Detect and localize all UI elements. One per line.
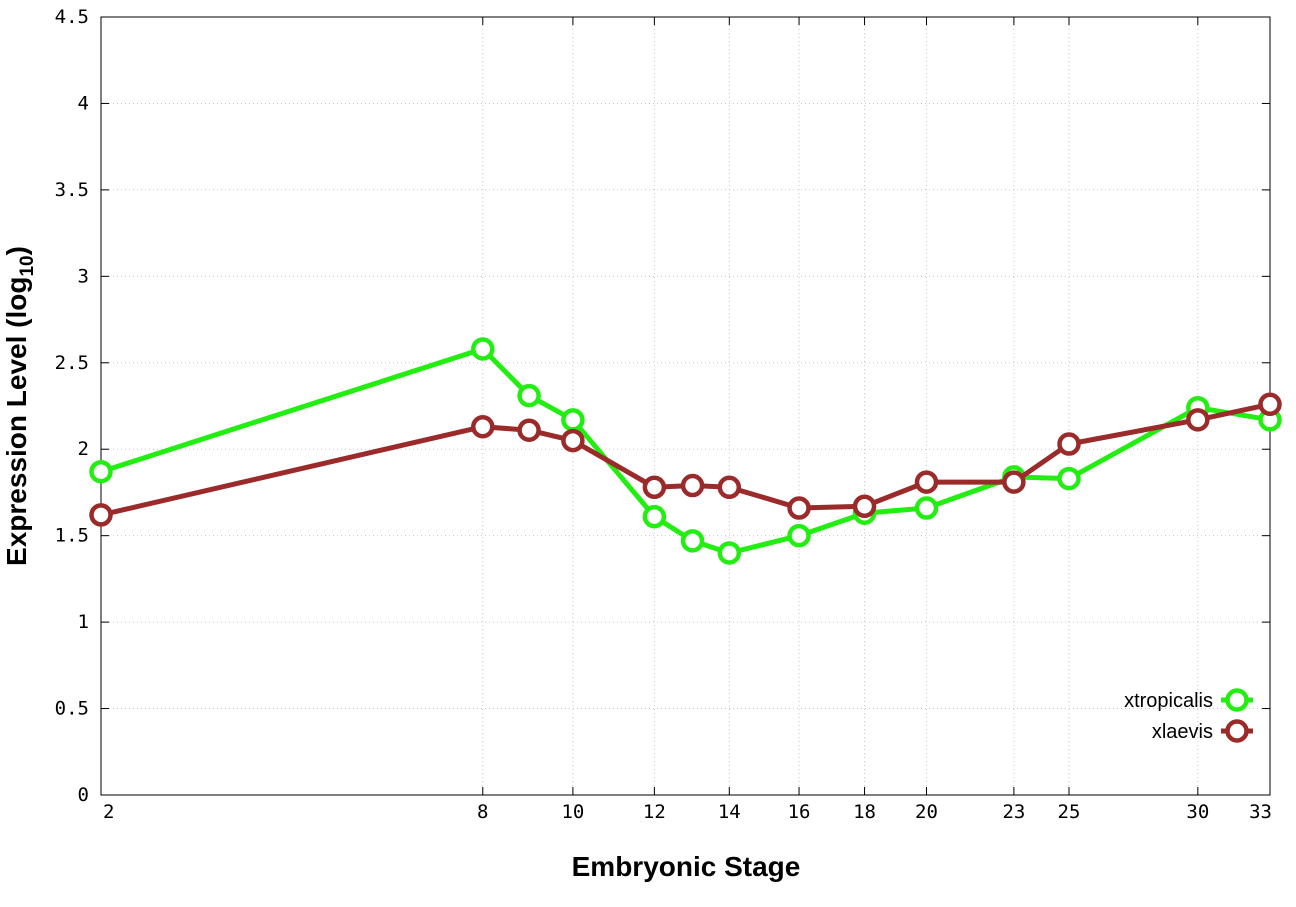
y-axis-title-main: Expression Level (log [1, 277, 32, 566]
x-tick-label: 20 [915, 801, 938, 823]
x-tick-label: 2 [103, 801, 114, 823]
legend-item: xtropicalis [1124, 688, 1253, 712]
grid-lines [101, 17, 1270, 795]
data-point [717, 475, 742, 500]
data-point [471, 337, 495, 361]
plot-frame [100, 16, 1271, 796]
y-tick-label: 1 [78, 611, 89, 633]
data-point [914, 470, 939, 494]
legend: xtropicalis xlaevis [1124, 688, 1253, 743]
y-tick-label: 3.5 [55, 179, 89, 201]
y-axis-title-close: ) [1, 246, 32, 255]
x-axis-title: Embryonic Stage [572, 851, 801, 882]
x-tick-label: 12 [643, 801, 666, 823]
x-tick-label: 18 [853, 801, 876, 823]
x-tick-label: 23 [1002, 801, 1025, 823]
x-tick-label: 30 [1186, 801, 1209, 823]
y-tick-label: 3 [78, 265, 89, 287]
legend-label: xtropicalis [1124, 690, 1213, 712]
series-xlaevis [89, 392, 1282, 527]
series-line [100, 346, 1271, 556]
data-point [1057, 466, 1081, 491]
data-point [1186, 408, 1210, 432]
legend-item: xlaevis [1152, 719, 1253, 743]
y-tick-label: 4.5 [55, 6, 89, 28]
data-point [561, 428, 585, 453]
data-point [471, 414, 495, 439]
data-point [517, 383, 541, 408]
data-point [517, 418, 541, 442]
data-point [89, 459, 113, 484]
y-tick-label: 0.5 [55, 698, 89, 720]
x-tick-label: 25 [1058, 801, 1081, 823]
series-xtropicalis [89, 337, 1282, 565]
data-point [1258, 392, 1282, 417]
y-tick-label: 2.5 [55, 352, 89, 374]
data-point [642, 475, 667, 500]
y-axis-title: Expression Level (log10) [1, 246, 38, 566]
data-point [680, 473, 705, 498]
y-tick-label: 0 [78, 784, 89, 806]
series-line [100, 401, 1271, 518]
legend-label: xlaevis [1152, 721, 1213, 743]
series-lines [89, 337, 1282, 565]
x-tick-label: 10 [561, 801, 584, 823]
y-tick-label: 1.5 [55, 525, 89, 547]
legend-swatch-marker [1225, 719, 1249, 743]
y-tick-label: 4 [78, 92, 89, 114]
data-point [1057, 432, 1081, 456]
data-point [717, 541, 742, 565]
x-tick-label: 8 [477, 801, 488, 823]
data-point [1002, 470, 1026, 494]
x-tick-label: 14 [718, 801, 741, 823]
data-point [914, 496, 939, 520]
legend-swatch-marker [1225, 688, 1249, 712]
y-tick-label: 2 [78, 438, 89, 460]
y-axis-title-subscript: 10 [17, 255, 38, 276]
data-point [787, 523, 811, 548]
data-point [89, 503, 113, 527]
data-point [642, 504, 667, 529]
data-point [561, 408, 585, 432]
x-tick-label: 33 [1249, 801, 1272, 823]
axis-ticks: 0 0.5 1 1.5 2 2.5 3 3.5 4 4.5 2 8 10 12 14 16 18 20 23 25 30… [55, 6, 1272, 823]
data-point [787, 496, 811, 520]
data-point [852, 494, 877, 519]
data-point [680, 529, 705, 553]
x-tick-label: 16 [788, 801, 811, 823]
